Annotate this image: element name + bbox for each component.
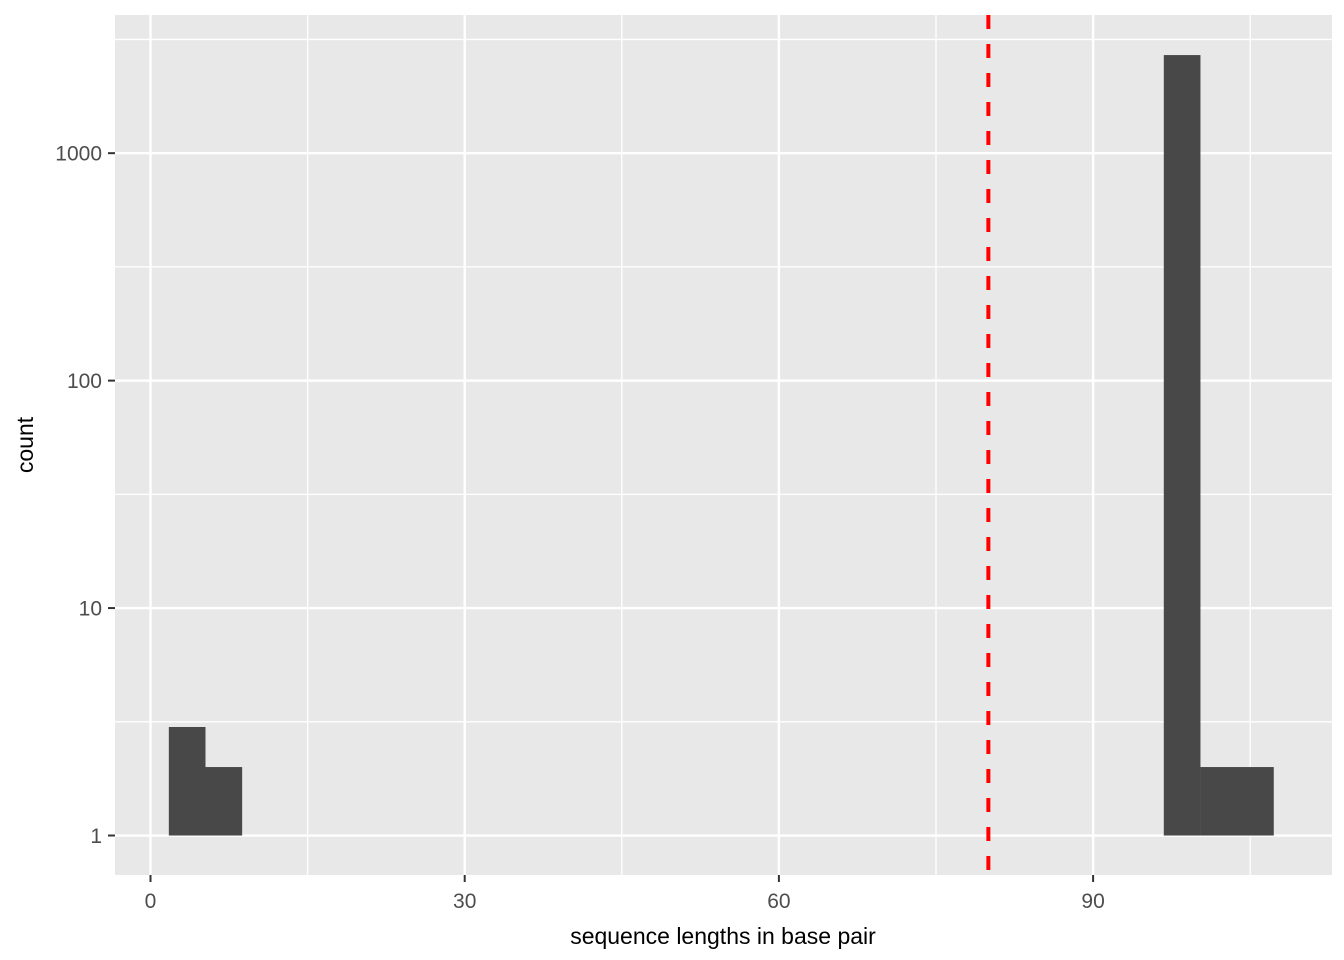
- x-axis-tick-labels: 0 30 60 90: [145, 890, 1105, 913]
- y-tick-label: 1000: [55, 143, 102, 166]
- y-axis-tick-labels: 1 10 100 1000: [55, 143, 102, 848]
- x-tick-label: 0: [145, 890, 157, 913]
- histogram-bar: [205, 767, 243, 836]
- major-gridlines: [115, 15, 1332, 875]
- x-axis-title: sequence lengths in base pair: [570, 923, 876, 949]
- y-tick-label: 1: [90, 825, 102, 848]
- histogram-bar: [1163, 55, 1201, 836]
- y-axis-ticks: [108, 152, 115, 837]
- x-axis-ticks: [149, 875, 1095, 882]
- x-tick-label: 30: [453, 890, 476, 913]
- minor-gridlines: [115, 15, 1332, 875]
- y-tick-label: 100: [67, 370, 102, 393]
- y-tick-label: 10: [79, 598, 102, 621]
- plot-panel: [115, 15, 1332, 875]
- histogram-bar: [1200, 767, 1274, 836]
- x-tick-label: 90: [1081, 890, 1104, 913]
- y-axis-title: count: [12, 416, 38, 473]
- histogram-bar: [168, 726, 206, 836]
- histogram-bars: [168, 55, 1274, 836]
- x-tick-label: 60: [767, 890, 790, 913]
